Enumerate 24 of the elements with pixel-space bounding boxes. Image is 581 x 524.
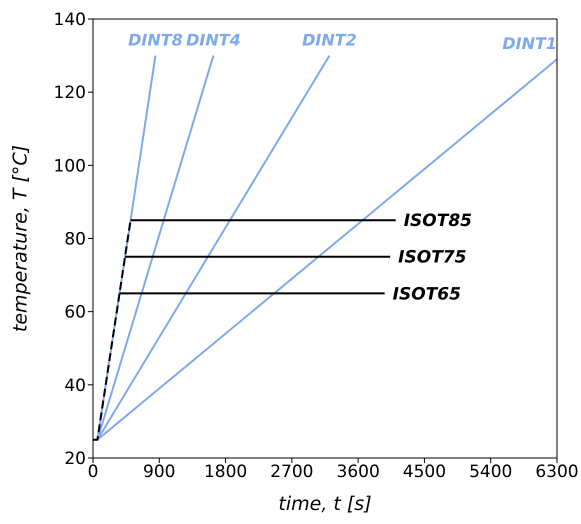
series-label: DINT8 — [128, 30, 183, 50]
x-tick-label: 2700 — [270, 462, 314, 482]
series-label: ISOT75 — [398, 248, 466, 268]
series-label: DINT4 — [186, 30, 241, 50]
y-axis-title: temperature, T [°C] — [10, 144, 32, 332]
x-axis-title: time, t [s] — [278, 493, 372, 515]
y-tick-label: 60 — [64, 302, 86, 323]
x-tick-label: 5400 — [469, 462, 512, 482]
y-tick-label: 20 — [64, 449, 86, 470]
series-label: DINT1 — [502, 34, 557, 54]
y-tick-label: 140 — [54, 10, 86, 30]
x-tick-label: 6300 — [535, 462, 579, 482]
x-tick-label: 0 — [88, 462, 98, 482]
y-tick-label: 100 — [54, 156, 86, 176]
x-tick-label: 900 — [143, 462, 176, 482]
y-tick-label: 40 — [64, 376, 86, 396]
series-label: ISOT85 — [404, 211, 472, 232]
x-tick-label: 4500 — [402, 462, 446, 482]
y-tick-label: 80 — [64, 230, 86, 250]
y-tick-label: 120 — [54, 83, 86, 104]
x-tick-label: 3600 — [336, 462, 380, 482]
series-label: DINT2 — [302, 30, 357, 50]
series-label: ISOT65 — [392, 284, 461, 304]
x-tick-label: 1800 — [204, 462, 248, 482]
